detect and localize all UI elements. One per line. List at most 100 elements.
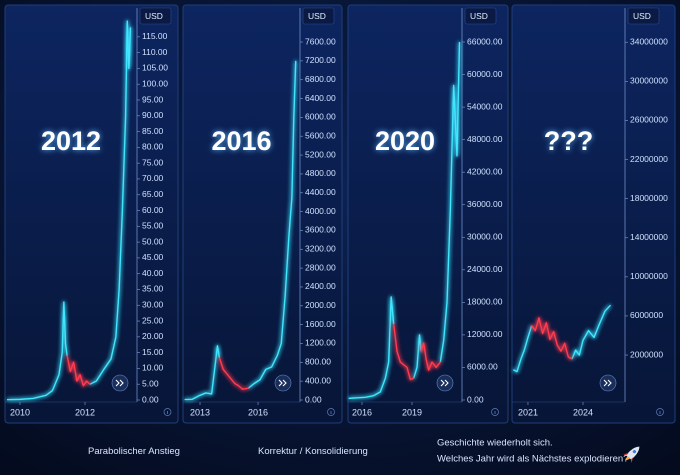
y-tick-label: 20.00	[142, 331, 164, 341]
x-tick-label: 2021	[518, 407, 538, 417]
y-tick-label: 18000.00	[467, 297, 503, 307]
price-line	[512, 304, 612, 373]
y-tick-label: 30000.00	[467, 232, 503, 242]
y-tick-label: 54000.00	[467, 101, 503, 111]
chart-title: ???	[544, 126, 593, 156]
scroll-icon	[115, 379, 124, 387]
price-line	[218, 357, 249, 390]
scroll-button	[599, 374, 617, 392]
rocket-icon	[623, 446, 640, 463]
y-tick-label: 0.00	[467, 394, 484, 404]
y-tick-label: 105.00	[142, 63, 168, 73]
y-tick-label: 5600.00	[305, 130, 336, 140]
y-tick-label: 80.00	[142, 142, 164, 152]
chart-title: 2012	[41, 126, 101, 156]
y-tick-label: 0.00	[305, 394, 322, 404]
y-tick-label: 4800.00	[305, 168, 336, 178]
y-tick-label: 7600.00	[305, 36, 336, 46]
y-tick-label: 400.00	[305, 375, 331, 385]
currency-label: USD	[308, 11, 326, 21]
y-tick-label: 110.00	[142, 47, 168, 57]
chart-title: 2020	[375, 126, 435, 156]
y-tick-label: 5200.00	[305, 149, 336, 159]
y-tick-label: 100.00	[142, 78, 168, 88]
currency-label: USD	[145, 11, 163, 21]
y-tick-label: 6400.00	[305, 93, 336, 103]
y-tick-label: 6000.00	[467, 362, 498, 372]
y-tick-label: 800.00	[305, 357, 331, 367]
y-tick-label: 22000000	[630, 154, 668, 164]
y-tick-label: 4400.00	[305, 187, 336, 197]
currency-box	[464, 7, 497, 25]
info-icon	[656, 408, 664, 416]
y-tick-label: 34000000	[630, 37, 668, 47]
y-tick-label: 75.00	[142, 157, 164, 167]
y-tick-label: 5.00	[142, 378, 159, 388]
y-tick-label: 50.00	[142, 236, 164, 246]
x-tick-label: 2012	[75, 407, 95, 417]
y-tick-label: 42000.00	[467, 166, 503, 176]
price-line	[6, 20, 132, 401]
y-tick-label: 40.00	[142, 268, 164, 278]
y-tick-label: 6000000	[630, 310, 663, 320]
y-tick-label: 90.00	[142, 110, 164, 120]
y-tick-label: 60000.00	[467, 69, 503, 79]
y-tick-label: 7200.00	[305, 55, 336, 65]
currency-label: USD	[633, 11, 651, 21]
info-icon	[327, 408, 335, 416]
y-tick-label: 66000.00	[467, 36, 503, 46]
legend-label: Korrektur / Konsolidierung	[258, 446, 368, 457]
y-tick-label: 30000000	[630, 76, 668, 86]
y-tick-label: 2000.00	[305, 300, 336, 310]
info-icon	[491, 408, 499, 416]
y-tick-label: 15.00	[142, 347, 164, 357]
scroll-button	[436, 374, 454, 392]
scroll-icon	[440, 379, 449, 387]
y-tick-label: 85.00	[142, 126, 164, 136]
y-tick-label: 24000.00	[467, 264, 503, 274]
y-tick-label: 45.00	[142, 252, 164, 262]
price-line	[184, 60, 297, 401]
y-tick-label: 12000.00	[467, 329, 503, 339]
y-tick-label: 95.00	[142, 94, 164, 104]
y-tick-label: 1600.00	[305, 319, 336, 329]
panel	[182, 4, 343, 424]
scroll-button	[274, 374, 292, 392]
y-tick-label: 2000000	[630, 349, 663, 359]
x-tick-label: 2016	[248, 407, 268, 417]
currency-box	[627, 7, 660, 25]
legend-label: Parabolischer Anstieg	[88, 446, 180, 457]
y-tick-label: 60.00	[142, 205, 164, 215]
price-line	[531, 317, 573, 360]
scroll-button	[111, 374, 129, 392]
y-tick-label: 48000.00	[467, 134, 503, 144]
y-tick-label: 4000.00	[305, 206, 336, 216]
price-line	[392, 323, 441, 381]
y-tick-label: 18000000	[630, 193, 668, 203]
x-tick-label: 2024	[573, 407, 593, 417]
panel	[4, 4, 179, 424]
y-tick-label: 0.00	[142, 394, 159, 404]
y-tick-label: 25.00	[142, 315, 164, 325]
y-tick-label: 6800.00	[305, 74, 336, 84]
y-tick-label: 26000000	[630, 115, 668, 125]
y-tick-label: 6000.00	[305, 112, 336, 122]
panel	[511, 4, 676, 424]
y-tick-label: 3200.00	[305, 244, 336, 254]
y-tick-label: 1200.00	[305, 338, 336, 348]
info-icon	[163, 408, 172, 416]
price-line	[66, 355, 91, 387]
y-tick-label: 10000000	[630, 271, 668, 281]
y-tick-label: 14000000	[630, 232, 668, 242]
x-tick-label: 2010	[10, 407, 30, 417]
y-tick-label: 36000.00	[467, 199, 503, 209]
chart-title: 2016	[211, 126, 271, 156]
scroll-icon	[278, 379, 287, 387]
y-tick-label: 35.00	[142, 284, 164, 294]
panel	[347, 4, 509, 424]
y-tick-label: 2400.00	[305, 281, 336, 291]
y-tick-label: 70.00	[142, 173, 164, 183]
currency-box	[302, 7, 335, 25]
